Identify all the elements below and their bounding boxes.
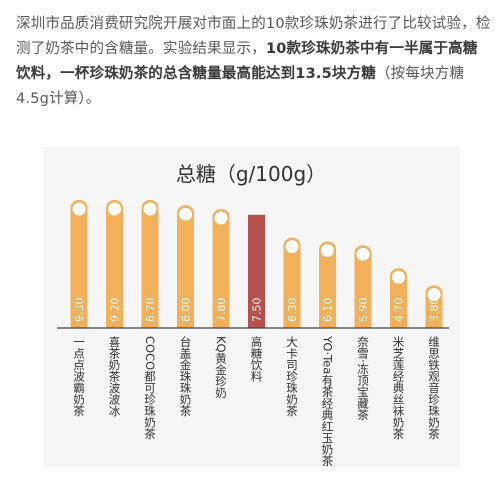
- bar-cap-dot: [143, 202, 157, 216]
- bar-base: [141, 318, 159, 328]
- bar-group: 7.80: [212, 209, 230, 328]
- bar-base: [212, 318, 230, 328]
- bar-group: 8.70: [141, 200, 159, 328]
- article-note: （按每块方糖4.5g计算）。: [16, 66, 465, 107]
- bar-cap-dot: [356, 247, 370, 261]
- value-label: 6.30: [286, 298, 299, 323]
- category-label: 高糖饮料: [250, 335, 264, 383]
- bar: [141, 200, 159, 328]
- bar-cap-dot: [214, 211, 228, 225]
- bar-cap-dot: [285, 240, 299, 254]
- article-intro: 深圳市品质消费研究院开展对市面上的10款珍珠奶茶进行了比较试验，检测了奶茶中的含…: [16, 16, 491, 57]
- bar-group: 8.00: [177, 205, 194, 328]
- bar-base: [425, 318, 443, 328]
- bar-group: 9.30: [70, 200, 88, 328]
- category-label: YO·Tea有茶经典红玉奶茶: [321, 335, 335, 466]
- bar-group: 5.90: [354, 245, 372, 328]
- value-label: 8.00: [180, 298, 193, 323]
- article-highlight: 10款珍珠奶茶中有一半属于高糖饮料，一杯珍珠奶茶的总含糖量最高能达到13.5块方…: [16, 41, 478, 82]
- bar: [390, 268, 407, 328]
- bar: [283, 237, 301, 328]
- bar: [70, 200, 88, 328]
- bar: [212, 209, 230, 328]
- bar-cap-dot: [427, 287, 441, 301]
- bar: [354, 245, 372, 328]
- bar-group: 9.20: [106, 200, 123, 328]
- category-label: COCO都可珍珠奶茶: [143, 336, 157, 439]
- category-label: 大卡司珍珠奶茶: [285, 335, 299, 416]
- category-label: 维思铁观音珍珠奶茶: [427, 336, 441, 440]
- bar-group: 6.10: [319, 241, 336, 328]
- bar-group: 4.70: [390, 268, 407, 328]
- value-label: 7.50: [251, 298, 264, 323]
- bar: [177, 205, 194, 328]
- bar-cap-dot: [179, 207, 192, 221]
- value-label: 9.20: [109, 298, 122, 323]
- chart-svg: 总糖（g/100g） 9.30 9.20 8.70 8.00 7.80 7.50 6.30 6…: [57, 162, 449, 466]
- chart-title: 总糖（g/100g）: [176, 162, 326, 186]
- bar-cap-dot: [108, 202, 121, 216]
- bar-base: [354, 318, 372, 328]
- bar-base: [177, 318, 194, 328]
- bar-base: [319, 318, 336, 328]
- category-label: 台盖金珠珠奶茶: [179, 335, 193, 416]
- sugar-chart: 总糖（g/100g） 9.30 9.20 8.70 8.00 7.80 7.50 6.30 6…: [43, 147, 460, 467]
- category-label: 奈雪·冻顶宝藏茶: [356, 335, 370, 420]
- bar-base: [390, 318, 407, 328]
- article-text: 深圳市品质消费研究院开展对市面上的10款珍珠奶茶进行了比较试验，检测了奶茶中的含…: [16, 12, 492, 112]
- bar-cap-dot: [72, 202, 86, 216]
- category-label: 一点点波霸奶茶: [72, 336, 86, 417]
- bar: [319, 241, 336, 328]
- bar-cap-dot: [392, 270, 405, 284]
- category-label: KQ黄金珍奶: [214, 336, 228, 399]
- bar: [248, 214, 265, 328]
- value-label: 7.80: [215, 298, 228, 323]
- category-label: 喜茶奶茶波波冰: [108, 336, 122, 417]
- value-label: 8.70: [144, 298, 157, 323]
- bar-group: 7.50: [248, 214, 265, 328]
- value-label: 3.80: [428, 298, 441, 323]
- value-label: 4.70: [393, 298, 406, 323]
- value-label: 6.10: [322, 298, 335, 323]
- value-label: 5.90: [357, 298, 370, 323]
- bar-cap-dot: [321, 244, 334, 258]
- value-label: 9.30: [73, 298, 86, 323]
- bar-base: [70, 318, 88, 328]
- bar-base: [283, 318, 301, 328]
- bar-base: [106, 318, 123, 328]
- bar-group: 3.80: [425, 285, 443, 328]
- category-label: 米芝莲经典丝袜奶茶: [392, 336, 406, 440]
- bar: [106, 200, 123, 328]
- bar-group: 6.30: [283, 237, 301, 328]
